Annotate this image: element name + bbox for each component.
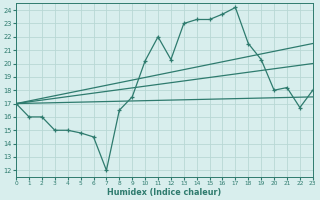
X-axis label: Humidex (Indice chaleur): Humidex (Indice chaleur) (107, 188, 221, 197)
